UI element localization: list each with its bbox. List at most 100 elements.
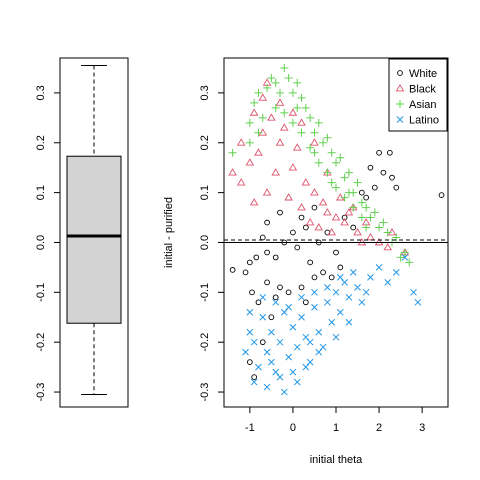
data-point-plus — [254, 128, 263, 137]
data-point-x — [263, 383, 271, 391]
data-point-plus — [293, 78, 302, 87]
data-point-x — [285, 353, 292, 361]
data-point-plus — [245, 118, 254, 127]
data-point-plus — [288, 88, 297, 97]
data-point-triangle — [267, 113, 276, 121]
data-point-plus — [288, 118, 297, 127]
data-point-circle — [259, 234, 266, 241]
data-point-circle — [298, 214, 305, 221]
scatter-y-tick-label: -0.2 — [199, 333, 211, 352]
data-point-plus — [323, 168, 332, 177]
data-point-plus — [280, 63, 289, 72]
data-point-triangle — [249, 108, 259, 116]
data-point-plus — [258, 113, 267, 122]
data-point-circle — [294, 244, 301, 251]
data-point-x — [263, 348, 271, 356]
scatter-x-tick-label: 3 — [419, 422, 425, 434]
data-point-triangle — [383, 242, 392, 251]
data-point-x — [349, 269, 357, 276]
data-point-circle — [328, 274, 335, 281]
data-point-plus — [314, 118, 323, 127]
data-point-x — [242, 348, 249, 356]
data-point-triangle — [357, 237, 367, 246]
data-point-x — [336, 308, 344, 316]
scatter-x-tick-label: 1 — [333, 422, 339, 434]
data-point-triangle — [258, 128, 268, 136]
scatter-y-tick-label: -0.3 — [199, 383, 211, 402]
data-point-x — [293, 343, 301, 351]
data-point-circle — [333, 249, 339, 256]
data-point-circle — [311, 204, 318, 211]
data-point-triangle — [366, 232, 375, 241]
data-point-circle — [264, 219, 270, 226]
data-point-plus — [284, 73, 293, 82]
data-point-plus — [353, 178, 362, 187]
data-point-plus — [362, 223, 371, 232]
data-point-plus — [271, 78, 280, 87]
data-point-circle — [358, 189, 365, 196]
data-point-plus — [332, 183, 340, 192]
data-point-plus — [340, 193, 349, 202]
data-point-triangle — [344, 208, 354, 216]
data-point-triangle — [323, 208, 332, 216]
scatter-x-tick-label: -1 — [245, 422, 255, 434]
data-point-plus — [301, 103, 310, 112]
data-point-triangle — [236, 178, 246, 186]
data-point-plus — [336, 153, 345, 162]
data-point-x — [315, 328, 323, 336]
boxplot-y-tick-label: -0.3 — [35, 383, 47, 402]
legend: White Black Asian Latino — [388, 58, 448, 132]
data-point-circle — [277, 284, 283, 291]
data-point-triangle — [297, 203, 306, 211]
data-point-triangle — [258, 93, 268, 101]
series-asian — [228, 63, 414, 267]
data-point-circle — [246, 259, 253, 266]
data-point-triangle — [387, 228, 397, 236]
data-point-circle — [298, 284, 305, 291]
data-point-plus — [310, 128, 319, 137]
data-point-x — [336, 274, 344, 281]
data-point-triangle — [271, 168, 280, 176]
data-point-x — [268, 328, 275, 336]
series-latino — [242, 254, 422, 396]
data-point-circle — [285, 289, 292, 296]
data-point-plus — [267, 73, 276, 82]
data-point-plus — [370, 208, 379, 217]
data-point-plus — [228, 148, 237, 157]
data-point-circle — [246, 359, 253, 365]
boxplot-panel: -0.3 -0.2 -0.1 0.0 0.1 0.2 0.3 — [35, 57, 129, 408]
data-point-plus — [323, 133, 332, 142]
data-point-plus — [306, 113, 315, 122]
data-point-triangle — [292, 143, 302, 151]
boxplot-frame — [59, 57, 129, 408]
data-point-x — [311, 303, 318, 311]
data-point-x — [276, 338, 284, 346]
scatter-y-tick-label: 0.2 — [199, 135, 211, 150]
data-point-circle — [367, 164, 374, 171]
series-white — [229, 149, 445, 380]
legend-symbol-white — [397, 70, 403, 76]
data-point-x — [246, 328, 254, 336]
data-point-plus — [340, 173, 349, 182]
data-point-plus — [297, 128, 306, 137]
data-point-x — [298, 293, 305, 301]
data-point-x — [268, 358, 275, 366]
data-point-circle — [386, 149, 393, 156]
data-point-plus — [250, 98, 259, 107]
data-point-circle — [277, 209, 283, 216]
scatter-y-tick-label: -0.1 — [199, 283, 211, 302]
data-point-plus — [405, 258, 414, 267]
data-point-triangle — [236, 138, 246, 146]
data-point-circle — [376, 149, 382, 156]
data-point-plus — [400, 248, 409, 257]
data-point-triangle — [305, 218, 315, 226]
data-point-plus — [280, 108, 289, 117]
data-point-triangle — [327, 228, 336, 236]
data-point-x — [280, 388, 288, 396]
x-axis-label: initial theta — [310, 454, 363, 466]
data-point-x — [324, 283, 331, 291]
data-point-x — [324, 298, 331, 306]
data-point-plus — [327, 178, 336, 187]
data-point-plus — [396, 253, 405, 262]
data-point-circle — [249, 289, 255, 296]
